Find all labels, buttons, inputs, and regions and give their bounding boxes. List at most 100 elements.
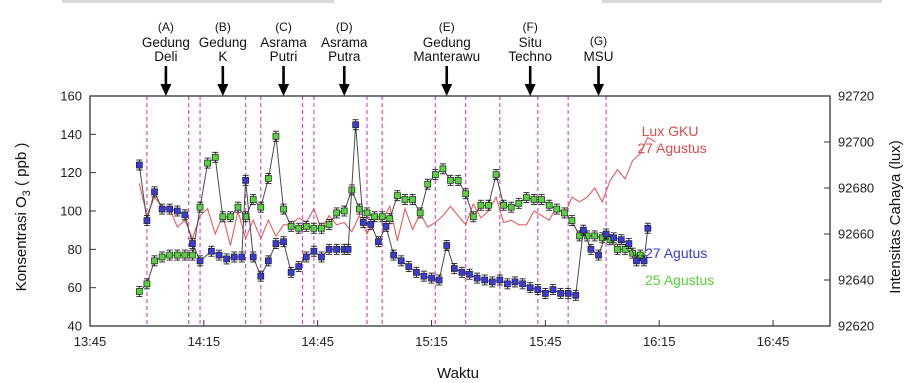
data-point-25-agustus <box>469 213 477 221</box>
location-name: Gedung <box>199 35 247 50</box>
x-tick-label: 16:45 <box>757 334 790 349</box>
data-point-25-agustus <box>500 201 507 209</box>
data-point-27-agutus <box>242 176 249 184</box>
data-point-25-agustus <box>265 175 272 182</box>
data-point-25-agustus <box>257 203 265 211</box>
y-left-tick-label: 120 <box>60 165 82 180</box>
data-point-27-agutus <box>435 276 443 284</box>
series-line-lux-gku-27-agustus <box>138 136 656 246</box>
x-tick-label: 16:15 <box>643 334 676 349</box>
data-point-27-agutus <box>310 247 318 255</box>
data-point-25-agustus <box>234 203 242 211</box>
data-point-27-agutus <box>413 268 420 276</box>
location-name: Putra <box>328 49 361 64</box>
y-left-tick-label: 80 <box>68 242 82 257</box>
y-right-tick-label: 92700 <box>838 135 874 150</box>
data-point-27-agutus <box>625 240 633 247</box>
data-point-27-agutus <box>420 272 428 280</box>
data-point-27-agutus <box>325 245 333 253</box>
data-point-25-agustus <box>340 207 348 215</box>
data-point-25-agustus <box>363 209 371 217</box>
location-letter: (E) <box>439 20 455 34</box>
axis-ticks: 13:45 14:15 14:45 15:15 15:45 16:15 16:45 40 60 8… <box>60 89 874 350</box>
data-point-25-agustus <box>492 171 500 178</box>
data-point-25-agustus <box>507 203 515 211</box>
y-right-tick-label: 92640 <box>838 273 874 288</box>
plot-frame <box>89 95 831 327</box>
data-point-27-agutus <box>230 253 238 261</box>
data-point-25-agustus <box>621 245 629 253</box>
data-point-25-agustus <box>568 217 576 224</box>
data-point-27-agutus <box>257 272 265 280</box>
data-point-25-agustus <box>515 199 523 207</box>
location-name: Gedung <box>142 35 190 50</box>
data-point-25-agustus <box>371 213 378 221</box>
data-point-27-agutus <box>265 257 272 265</box>
data-point-27-agutus <box>143 217 151 224</box>
data-point-27-agutus <box>511 278 519 286</box>
data-point-25-agustus <box>523 194 530 201</box>
location-arrow-head <box>441 84 453 96</box>
data-point-27-agutus <box>272 240 280 247</box>
location-arrow-head <box>160 84 172 96</box>
data-point-27-agutus <box>302 253 310 261</box>
data-point-25-agustus <box>530 196 538 203</box>
data-point-27-agutus <box>542 290 549 297</box>
x-axis-title: Waktu <box>437 365 479 382</box>
data-point-25-agustus <box>416 209 424 217</box>
data-point-25-agustus <box>287 222 295 230</box>
data-point-25-agustus <box>143 280 151 288</box>
location-letter: (A) <box>158 20 174 34</box>
y-axis-left-title-sub: 3 <box>21 190 33 196</box>
legend-lux: Lux GKU 27 Agustus <box>637 123 706 156</box>
data-point-25-agustus <box>485 201 492 209</box>
data-point-27-agutus <box>579 226 587 234</box>
data-point-27-agutus <box>382 222 390 230</box>
data-point-27-agutus <box>375 238 382 246</box>
data-point-27-agutus <box>189 240 196 247</box>
data-point-25-agustus <box>227 213 234 221</box>
data-point-25-agustus <box>545 201 553 209</box>
data-point-27-agutus <box>549 286 557 293</box>
y-axis-left-title: Konsentrasi O3 ( ppb ) <box>13 143 33 292</box>
data-point-27-agutus <box>526 284 534 292</box>
data-point-25-agustus <box>310 224 318 232</box>
data-point-27-agutus <box>587 245 595 253</box>
y-right-tick-label: 92720 <box>838 89 874 104</box>
location-arrow-head <box>278 84 290 96</box>
data-series <box>135 119 656 301</box>
data-point-25-agustus <box>431 171 439 178</box>
location-name: Techno <box>508 49 552 64</box>
data-point-27-agutus <box>166 205 174 213</box>
data-point-27-agutus <box>158 205 166 213</box>
data-point-27-agutus <box>367 221 375 228</box>
location-arrow-head <box>217 84 229 96</box>
location-arrow-head <box>593 84 605 96</box>
data-point-27-agutus <box>249 253 257 261</box>
location-name: Asrama <box>260 35 307 50</box>
data-point-25-agustus <box>401 196 409 203</box>
data-point-27-agutus <box>443 242 451 249</box>
data-point-25-agustus <box>173 251 181 259</box>
data-point-27-agutus <box>287 268 295 276</box>
data-point-25-agustus <box>295 224 303 232</box>
data-point-25-agustus <box>477 201 485 209</box>
data-point-25-agustus <box>158 253 166 261</box>
data-point-27-agutus <box>488 278 496 286</box>
data-point-25-agustus <box>598 234 606 242</box>
x-tick-label: 14:45 <box>301 334 334 349</box>
data-point-25-agustus <box>454 176 462 184</box>
data-point-25-agustus <box>242 213 249 221</box>
data-point-25-agustus <box>447 176 454 184</box>
location-letter: (G) <box>590 34 607 48</box>
legend-25-agustus: 25 Agustus <box>645 272 714 288</box>
data-point-25-agustus <box>219 213 227 221</box>
location-name: Deli <box>154 49 177 64</box>
data-point-25-agustus <box>386 215 394 223</box>
location-name: Gedung <box>423 35 471 50</box>
y-left-tick-label: 100 <box>60 204 82 219</box>
data-point-25-agustus <box>151 257 158 265</box>
data-point-25-agustus <box>318 224 325 232</box>
location-name: Asrama <box>321 35 368 50</box>
data-point-25-agustus <box>462 190 470 198</box>
